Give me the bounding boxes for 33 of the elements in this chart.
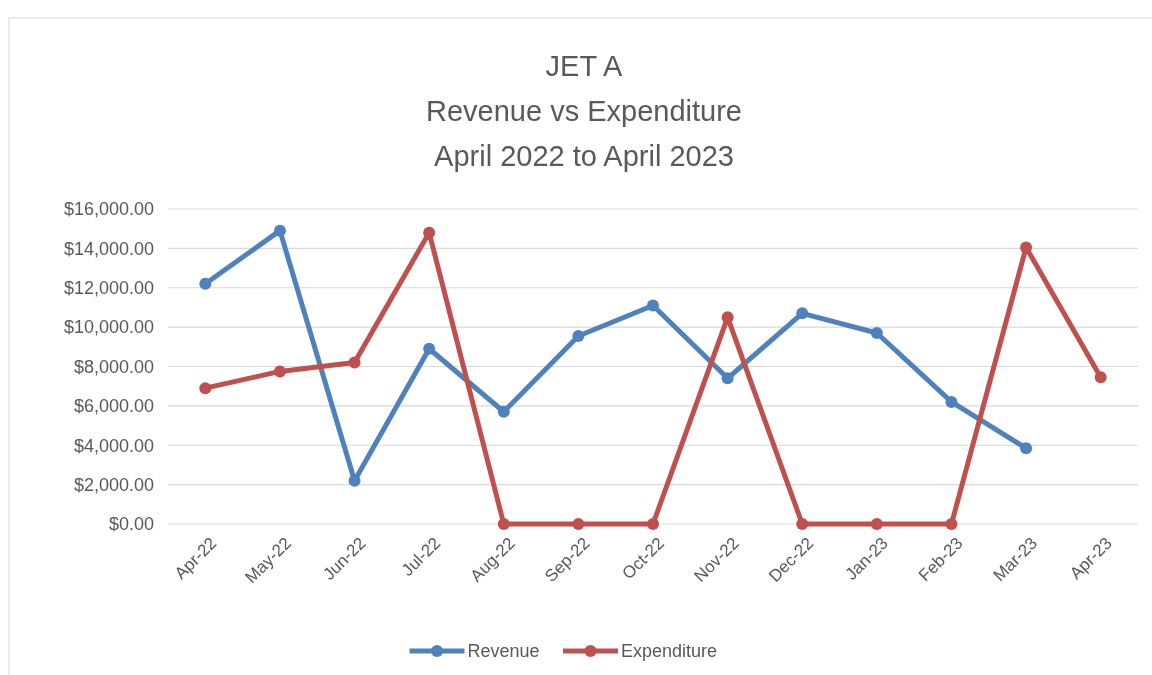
point [945, 395, 958, 408]
point [572, 518, 585, 530]
y-tick-label: $2,000.00 [73, 474, 154, 495]
point [796, 307, 809, 320]
point [721, 372, 734, 385]
y-tick-label: $16,000.00 [63, 199, 154, 220]
legend-label: Expenditure [621, 641, 718, 662]
y-tick-label: $6,000.00 [73, 396, 154, 417]
point [273, 365, 286, 378]
point [945, 518, 958, 530]
y-tick-label: $10,000.00 [63, 317, 154, 338]
point [870, 518, 883, 530]
point [796, 518, 809, 530]
y-tick-label: $8,000.00 [73, 356, 154, 377]
point [647, 299, 659, 312]
point [1020, 442, 1033, 455]
y-tick-label: $12,000.00 [63, 278, 154, 299]
point [199, 277, 212, 290]
y-tick-label: $4,000.00 [73, 435, 154, 456]
point [647, 518, 659, 530]
y-tick-label: $0.00 [108, 514, 154, 535]
point [497, 405, 510, 418]
legend-label: Revenue [467, 641, 540, 662]
point [199, 382, 212, 395]
y-tick-label: $14,000.00 [63, 238, 154, 259]
point [870, 327, 883, 340]
point [273, 224, 286, 237]
point [348, 356, 361, 369]
point [423, 342, 436, 355]
point [497, 518, 510, 530]
point [572, 329, 585, 342]
point [1094, 371, 1107, 384]
chart-title: JET A Revenue vs Expenditure April 2022 to April 2023 [426, 50, 742, 172]
